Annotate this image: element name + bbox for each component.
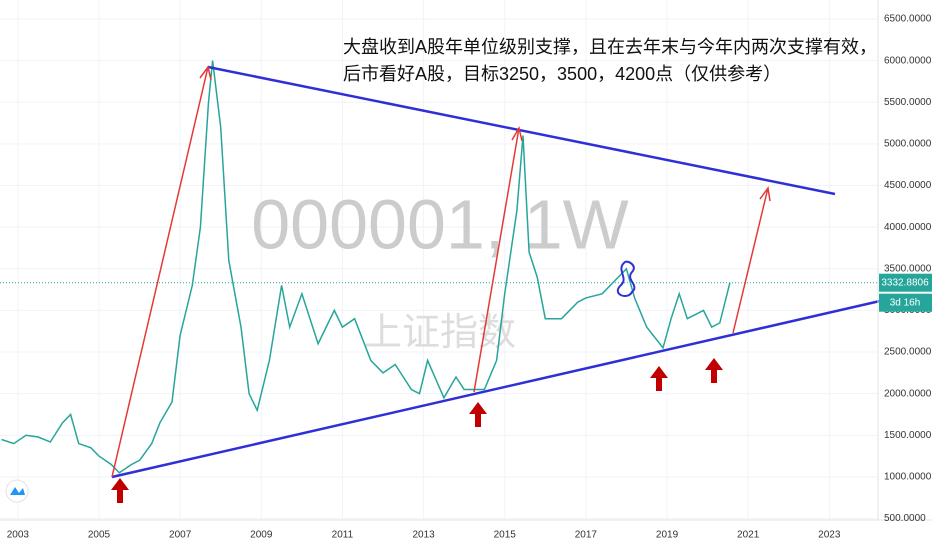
- y-tick-label: 1500.0000: [884, 430, 932, 441]
- x-tick-label: 2013: [412, 530, 435, 541]
- x-tick-label: 2015: [494, 530, 517, 541]
- y-tick-label: 1000.0000: [884, 472, 932, 483]
- x-tick-label: 2023: [818, 530, 841, 541]
- y-tick-label: 500.0000: [884, 513, 926, 524]
- support-line: [111, 299, 881, 479]
- drawings: [111, 65, 881, 479]
- grid: [0, 0, 878, 520]
- trend-arrow: [111, 65, 212, 478]
- plot: [0, 60, 878, 474]
- trend-arrow: [732, 186, 771, 334]
- annotation: 大盘收到A股年单位级别支撑，且在去年末与今年内两次支撑有效，: [343, 37, 877, 57]
- x-tick-label: 2021: [737, 530, 760, 541]
- up-arrow: [111, 478, 129, 503]
- trend-arrow: [473, 125, 523, 393]
- axes: 500.0000 1000.0000 1500.0000 2000.0000 2500.…: [7, 14, 932, 541]
- up-arrow: [469, 402, 487, 427]
- y-tick-label: 5000.0000: [884, 139, 932, 150]
- y-tick-label: 4000.0000: [884, 222, 932, 233]
- x-tick-label: 2011: [332, 530, 354, 541]
- x-tick-label: 2007: [169, 530, 192, 541]
- price-tag: [879, 273, 932, 292]
- y-tick-label: 5500.0000: [884, 97, 932, 108]
- y-tick-label: 6000.0000: [884, 55, 932, 66]
- countdown-tag: [879, 293, 932, 312]
- watermark: 000001, 1W: [251, 185, 628, 263]
- logo-mark: [10, 487, 25, 495]
- up-arrows: [111, 358, 723, 503]
- x-tick-label: 2005: [88, 530, 111, 541]
- x-tick-label: 2009: [250, 530, 273, 541]
- y-tick-label: 6500.0000: [884, 14, 932, 25]
- countdown-label: 3d 16h: [890, 297, 921, 308]
- y-tick-label: 3500.0000: [884, 263, 932, 274]
- y-tick-label: 2500.0000: [884, 347, 932, 358]
- x-tick-label: 2003: [7, 530, 30, 541]
- x-tick-label: 2019: [656, 530, 679, 541]
- resistance-line: [207, 65, 836, 196]
- watermark-sub: 上证指数: [364, 312, 516, 354]
- scribble: [616, 260, 636, 297]
- y-tick-label: 4500.0000: [884, 180, 932, 191]
- logo: [5, 479, 29, 503]
- price-tag-label: 3332.8806: [881, 277, 929, 288]
- y-tick-label: 2000.0000: [884, 388, 932, 399]
- annotation: 后市看好A股，目标3250，3500，4200点（仅供参考）: [343, 64, 781, 84]
- up-arrow: [705, 358, 723, 383]
- x-tick-label: 2017: [575, 530, 598, 541]
- up-arrow: [650, 366, 668, 391]
- price-line: [1, 60, 731, 474]
